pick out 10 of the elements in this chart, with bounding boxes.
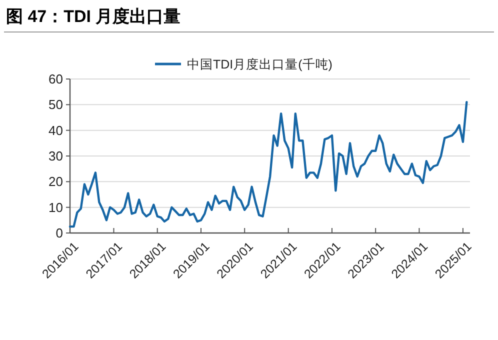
y-tick-label: 20 xyxy=(48,174,63,190)
y-tick-label: 10 xyxy=(48,200,63,215)
legend-label: 中国TDI月度出口量(千吨) xyxy=(187,56,332,72)
chart-title: 图 47：TDI 月度出口量 xyxy=(6,7,181,26)
y-tick-label: 40 xyxy=(48,122,63,138)
y-tick-label: 50 xyxy=(48,97,63,112)
line-series xyxy=(68,101,468,228)
y-tick-label: 60 xyxy=(48,72,63,87)
y-tick-label: 0 xyxy=(56,226,63,241)
y-tick-label: 30 xyxy=(48,148,63,164)
